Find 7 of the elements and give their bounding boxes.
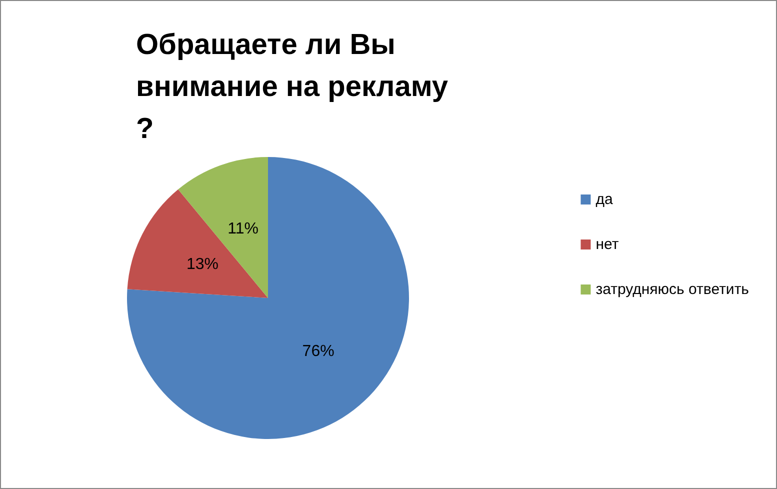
legend-label: да (596, 191, 614, 208)
data-label: 13% (186, 256, 219, 274)
data-label: 11% (228, 220, 259, 238)
legend-label: затрудняюсь ответить (596, 281, 750, 298)
data-label: 76% (302, 343, 334, 360)
legend-label: нет (596, 236, 619, 253)
chart-title: Обращаете ли Вы внимание на рекламу? (136, 29, 448, 145)
